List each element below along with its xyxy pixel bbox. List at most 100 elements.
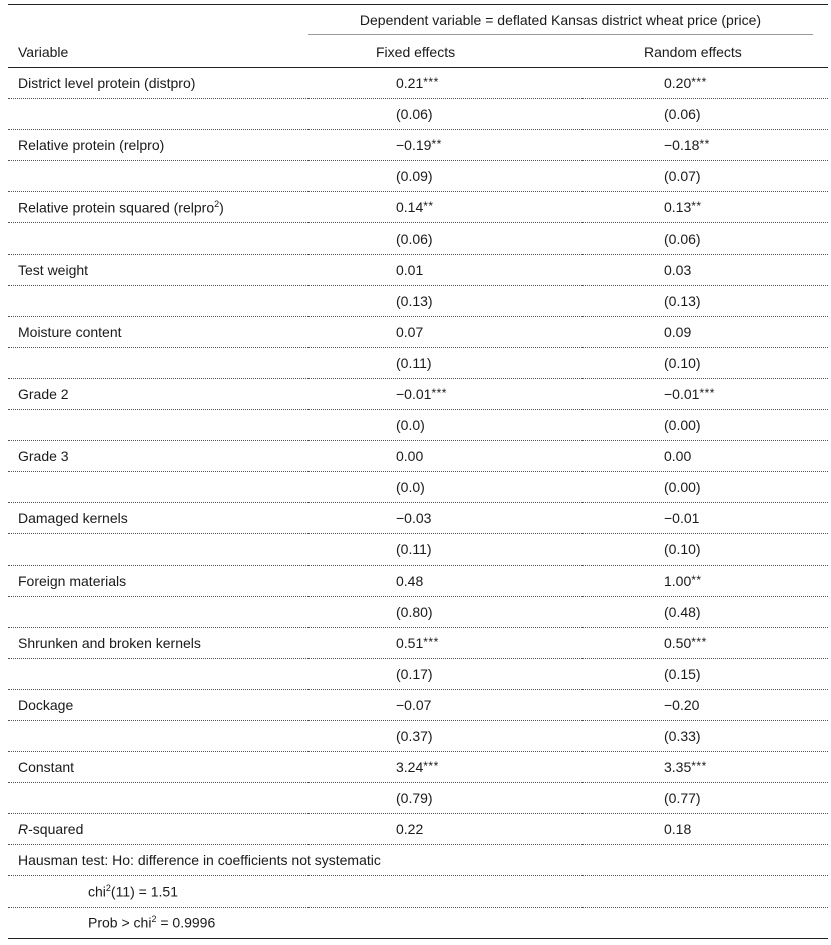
hausman-title-row: Hausman test: Ho: difference in coeffici… [8,844,828,877]
row-label [8,285,308,317]
table-row: (0.13) (0.13) [8,285,828,317]
row-label-tail: ) [219,199,224,216]
significance-stars: *** [423,634,439,649]
random-effects-cell: 0.20*** [582,67,828,100]
row-label-text: Relative protein squared (relpro [18,199,215,216]
table-row: (0.06) (0.06) [8,222,828,255]
random-effects-cell: (0.06) [582,98,828,131]
table-row: (0.80) (0.48) [8,596,828,628]
table-row: (0.79) (0.77) [8,782,828,815]
table-row: (0.06) (0.06) [8,98,828,131]
row-label-text: Constant [18,759,75,776]
row-label-text: District level protein (distpro) [18,75,196,92]
random-effects-cell: (0.77) [582,782,828,815]
cell-value: 0.22 [396,821,424,838]
cell-value: (0.10) [664,541,701,558]
random-effects-cell: (0.10) [582,347,828,379]
table-row: Relative protein squared (relpro2) 0.14**… [8,191,828,224]
significance-stars: *** [423,75,439,90]
cell-value: (0.0) [396,417,425,434]
cell-value: (0.37) [396,728,433,745]
cell-value: −0.01 [664,510,700,527]
fixed-effects-cell: 0.21*** [308,67,582,100]
fixed-effects-cell: (0.11) [308,533,582,566]
row-label: District level protein (distpro) [8,67,308,100]
fixed-effects-cell: (0.17) [308,658,582,690]
fixed-effects-cell: (0.0) [308,409,582,442]
fixed-effects-cell: (0.80) [308,596,582,628]
fixed-effects-cell: −0.03 [308,502,582,535]
table-row: Moisture content 0.07 0.09 [8,316,828,348]
fixed-effects-cell: (0.09) [308,160,582,193]
row-label-text: Relative protein (relpro) [18,137,165,154]
row-label-text: -squared [28,821,84,838]
fixed-effects-cell: 0.48 [308,565,582,597]
row-label-italic: R [18,821,29,838]
significance-stars: *** [423,759,439,774]
cell-value: (0.17) [396,665,433,682]
fixed-effects-cell: (0.06) [308,222,582,255]
significance-stars: *** [431,385,447,400]
chi-prefix: chi [88,883,106,900]
cell-value: (0.80) [396,603,433,620]
prob-prefix: Prob > chi [88,914,152,931]
cell-value: (0.06) [664,106,701,123]
random-effects-cell: 0.13** [582,191,828,224]
random-effects-cell: 0.50*** [582,627,828,659]
hausman-prob-statistic: Prob > chi2 = 0.9996 [8,907,828,939]
cell-value: 0.18 [664,821,692,838]
random-effects-cell: (0.06) [582,222,828,255]
row-label: Shrunken and broken kernels [8,627,308,659]
table-row: Test weight 0.01 0.03 [8,254,828,286]
cell-value: 3.24 [396,759,424,776]
cell-value: 0.03 [664,261,692,278]
random-effects-cell: (0.07) [582,160,828,193]
random-effects-cell: 1.00** [582,565,828,597]
cell-value: 1.00 [664,572,692,589]
table-row: Shrunken and broken kernels 0.51*** 0.50**… [8,627,828,659]
cell-value: (0.13) [396,292,433,309]
cell-value: 0.01 [396,261,424,278]
table-row: (0.0) (0.00) [8,471,828,504]
cell-value: (0.06) [664,230,701,247]
cell-value: (0.0) [396,479,425,496]
cell-value: 0.14 [396,199,424,216]
row-label [8,222,308,255]
fixed-effects-cell: 0.22 [308,813,582,846]
table-header: Dependent variable = deflated Kansas dis… [8,4,828,68]
cell-value: 0.00 [664,448,692,465]
table-row: (0.37) (0.33) [8,720,828,753]
column-header-fixed-effects: Fixed effects [308,37,582,68]
cell-value: 0.20 [664,75,692,92]
table-row: Foreign materials 0.48 1.00** [8,565,828,597]
row-label-text: Grade 2 [18,385,69,402]
hausman-chi-statistic: chi2(11) = 1.51 [8,875,828,908]
cell-value: 0.21 [396,75,424,92]
cell-value: 3.35 [664,759,692,776]
row-label-text: Shrunken and broken kernels [18,634,201,651]
table-body: District level protein (distpro) 0.21*** 0… [8,67,828,939]
fixed-effects-cell: (0.79) [308,782,582,815]
cell-value: (0.33) [664,728,701,745]
fixed-effects-cell: −0.01*** [308,378,582,411]
row-label: Foreign materials [8,565,308,597]
cell-value: 0.00 [396,448,424,465]
cell-value: 0.13 [664,199,692,216]
table-row: Grade 2 −0.01*** −0.01*** [8,378,828,411]
cell-value: 0.51 [396,634,424,651]
row-label: Grade 2 [8,378,308,411]
random-effects-cell: (0.00) [582,471,828,504]
row-label: Dockage [8,689,308,721]
row-label-text: Grade 3 [18,448,69,465]
significance-stars: *** [691,75,707,90]
significance-stars: *** [691,759,707,774]
random-effects-cell: −0.01 [582,502,828,535]
fixed-effects-cell: 0.00 [308,440,582,473]
hausman-prob-row: Prob > chi2 = 0.9996 [8,907,828,939]
cell-value: (0.06) [396,106,433,123]
table-row: Damaged kernels −0.03 −0.01 [8,502,828,535]
row-label: R-squared [8,813,308,846]
random-effects-cell: 0.09 [582,316,828,348]
table-row: (0.11) (0.10) [8,533,828,566]
row-label: Constant [8,751,308,784]
